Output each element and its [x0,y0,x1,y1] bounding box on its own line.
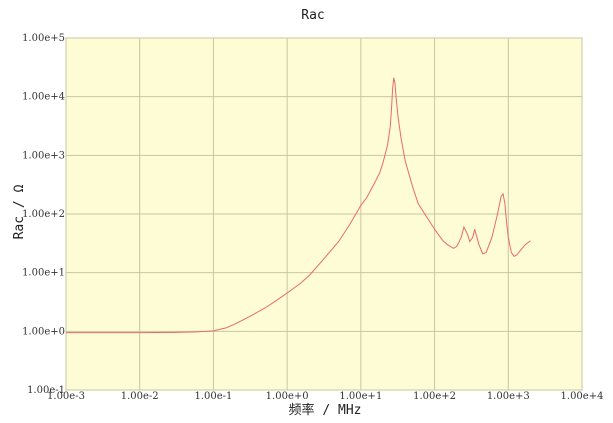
series-line [66,77,531,334]
y-tick-label: 1.00e+5 [22,33,65,44]
x-tick-label: 1.00e+4 [561,391,604,402]
x-tick-label: 1.00e-3 [47,391,85,402]
chart-title: Rac [301,8,324,23]
y-tick-labels: 1.00e-1 1.00e+0 1.00e+1 1.00e+2 1.00e+3 1.00e… [22,33,65,396]
y-tick-label: 1.00e+3 [22,150,65,161]
y-tick-label: 1.00e+2 [22,209,65,220]
x-tick-label: 1.00e+2 [413,391,456,402]
y-tick-label: 1.00e+4 [22,92,65,103]
x-tick-label: 1.00e-1 [194,391,232,402]
x-tick-labels: 1.00e-3 1.00e-2 1.00e-1 1.00e+0 1.00e+1 1.00e… [47,391,603,402]
y-tick-label: 1.00e+1 [22,268,65,279]
series-layer [66,77,531,334]
x-axis-label: 频率 / MHz [289,402,362,418]
x-tick-label: 1.00e+0 [266,391,309,402]
x-tick-label: 1.00e+3 [487,391,530,402]
x-tick-label: 1.00e-2 [121,391,159,402]
y-axis-label: Rac / Ω [12,184,27,239]
y-tick-label: 1.00e-1 [27,385,65,396]
y-tick-label: 1.00e+0 [22,326,65,337]
x-tick-label: 1.00e+1 [339,391,382,402]
grid [65,37,583,391]
